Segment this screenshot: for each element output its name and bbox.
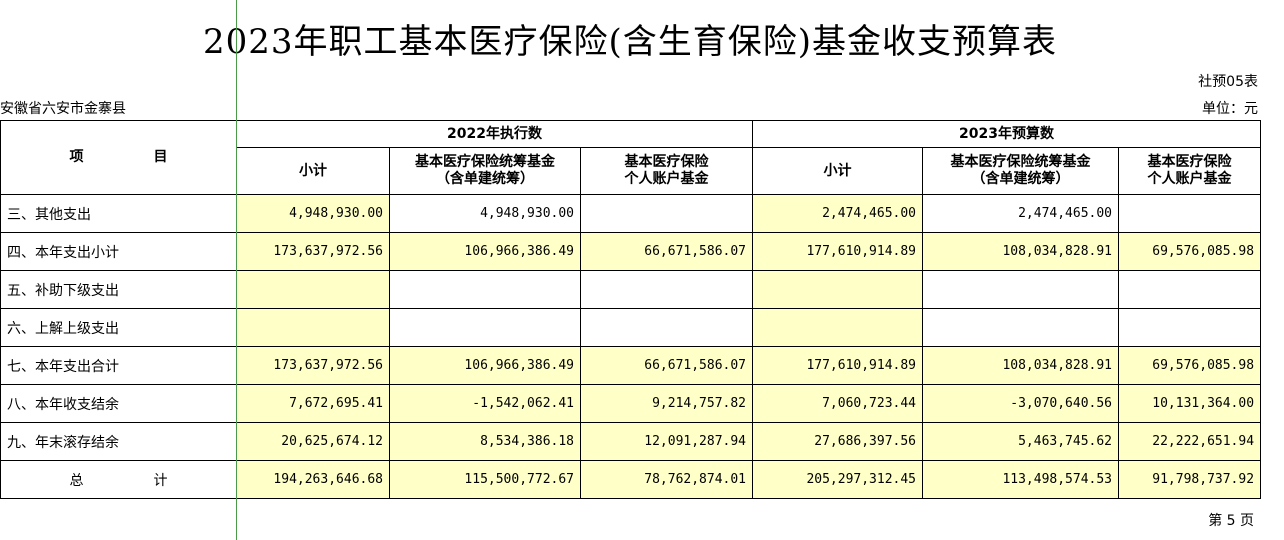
cell[interactable]: 9,214,757.82 xyxy=(579,384,754,423)
cell[interactable]: 22,222,651.94 xyxy=(1118,422,1262,461)
cell[interactable]: 108,034,828.91 xyxy=(922,346,1120,385)
header-2023-subtotal: 小计 xyxy=(752,147,924,195)
cell[interactable]: 106,966,386.49 xyxy=(389,232,581,271)
row-label[interactable]: 七、本年支出合计 xyxy=(0,346,237,385)
cell[interactable] xyxy=(236,308,390,347)
cell[interactable]: 4,948,930.00 xyxy=(236,194,390,233)
header-2022-personal-account: 基本医疗保险 个人账户基金 xyxy=(579,147,754,195)
cell[interactable]: 5,463,745.62 xyxy=(922,422,1120,461)
row-label[interactable]: 八、本年收支结余 xyxy=(0,384,237,423)
cell[interactable]: 194,263,646.68 xyxy=(236,460,390,499)
cell[interactable]: 91,798,737.92 xyxy=(1118,460,1262,499)
cell[interactable]: 27,686,397.56 xyxy=(752,422,924,461)
cell[interactable]: 106,966,386.49 xyxy=(389,346,581,385)
cell[interactable] xyxy=(579,270,754,309)
cell[interactable]: 177,610,914.89 xyxy=(752,346,924,385)
table-row: 八、本年收支结余 7,672,695.41 -1,542,062.41 9,21… xyxy=(0,384,1262,423)
row-label[interactable]: 四、本年支出小计 xyxy=(0,232,237,271)
cell[interactable]: 8,534,386.18 xyxy=(389,422,581,461)
cell[interactable]: 12,091,287.94 xyxy=(579,422,754,461)
cell[interactable] xyxy=(389,308,581,347)
row-label[interactable]: 九、年末滚存结余 xyxy=(0,422,237,461)
cell[interactable]: 2,474,465.00 xyxy=(922,194,1120,233)
cell[interactable] xyxy=(236,270,390,309)
cell[interactable]: 205,297,312.45 xyxy=(752,460,924,499)
header-2023: 2023年预算数 xyxy=(752,120,1262,148)
cell[interactable]: 69,576,085.98 xyxy=(1118,346,1262,385)
cell[interactable] xyxy=(922,308,1120,347)
table-row: 三、其他支出 4,948,930.00 4,948,930.00 2,474,4… xyxy=(0,194,1262,233)
total-label[interactable]: 总计 xyxy=(0,460,237,499)
header-2023-pooled-fund: 基本医疗保险统筹基金 （含单建统筹） xyxy=(922,147,1120,195)
table-row: 九、年末滚存结余 20,625,674.12 8,534,386.18 12,0… xyxy=(0,422,1262,461)
cell[interactable] xyxy=(752,308,924,347)
cell[interactable]: 108,034,828.91 xyxy=(922,232,1120,271)
cell[interactable]: -1,542,062.41 xyxy=(389,384,581,423)
cell[interactable] xyxy=(1118,194,1262,233)
cell[interactable]: -3,070,640.56 xyxy=(922,384,1120,423)
cell[interactable] xyxy=(1118,270,1262,309)
cell[interactable]: 177,610,914.89 xyxy=(752,232,924,271)
unit-label: 单位：元 xyxy=(1202,101,1258,117)
cell[interactable]: 7,672,695.41 xyxy=(236,384,390,423)
cell[interactable]: 113,498,574.53 xyxy=(922,460,1120,499)
page-number: 第 5 页 xyxy=(1208,513,1254,529)
cell[interactable]: 7,060,723.44 xyxy=(752,384,924,423)
cell[interactable]: 10,131,364.00 xyxy=(1118,384,1262,423)
table-row: 六、上解上级支出 xyxy=(0,308,1262,347)
region-label: 安徽省六安市金寨县 xyxy=(0,101,126,117)
frozen-pane-divider[interactable] xyxy=(236,0,237,540)
budget-table: 项目 2022年执行数 2023年预算数 小计 基本医疗保险统筹基金 （含单建统筹… xyxy=(0,120,1262,499)
table-row: 五、补助下级支出 xyxy=(0,270,1262,309)
header-2023-personal-account: 基本医疗保险 个人账户基金 xyxy=(1118,147,1262,195)
table-row: 四、本年支出小计 173,637,972.56 106,966,386.49 6… xyxy=(0,232,1262,271)
cell[interactable]: 173,637,972.56 xyxy=(236,346,390,385)
cell[interactable]: 115,500,772.67 xyxy=(389,460,581,499)
total-row: 总计 194,263,646.68 115,500,772.67 78,762,… xyxy=(0,460,1262,499)
cell[interactable]: 173,637,972.56 xyxy=(236,232,390,271)
header-2022-subtotal: 小计 xyxy=(236,147,390,195)
cell[interactable] xyxy=(389,270,581,309)
page-title: 2023年职工基本医疗保险(含生育保险)基金收支预算表 xyxy=(202,22,1058,62)
cell[interactable]: 4,948,930.00 xyxy=(389,194,581,233)
cell[interactable] xyxy=(579,194,754,233)
cell[interactable]: 66,671,586.07 xyxy=(579,232,754,271)
item-header: 项目 xyxy=(0,120,237,195)
row-label[interactable]: 三、其他支出 xyxy=(0,194,237,233)
cell[interactable]: 78,762,874.01 xyxy=(579,460,754,499)
table-row: 七、本年支出合计 173,637,972.56 106,966,386.49 6… xyxy=(0,346,1262,385)
row-label[interactable]: 五、补助下级支出 xyxy=(0,270,237,309)
form-code: 社预05表 xyxy=(1198,74,1258,90)
cell[interactable]: 69,576,085.98 xyxy=(1118,232,1262,271)
cell[interactable]: 2,474,465.00 xyxy=(752,194,924,233)
header-2022-pooled-fund: 基本医疗保险统筹基金 （含单建统筹） xyxy=(389,147,581,195)
cell[interactable] xyxy=(752,270,924,309)
cell[interactable]: 20,625,674.12 xyxy=(236,422,390,461)
row-label[interactable]: 六、上解上级支出 xyxy=(0,308,237,347)
header-2022: 2022年执行数 xyxy=(235,120,754,148)
cell[interactable] xyxy=(579,308,754,347)
cell[interactable]: 66,671,586.07 xyxy=(579,346,754,385)
cell[interactable] xyxy=(922,270,1120,309)
cell[interactable] xyxy=(1118,308,1262,347)
